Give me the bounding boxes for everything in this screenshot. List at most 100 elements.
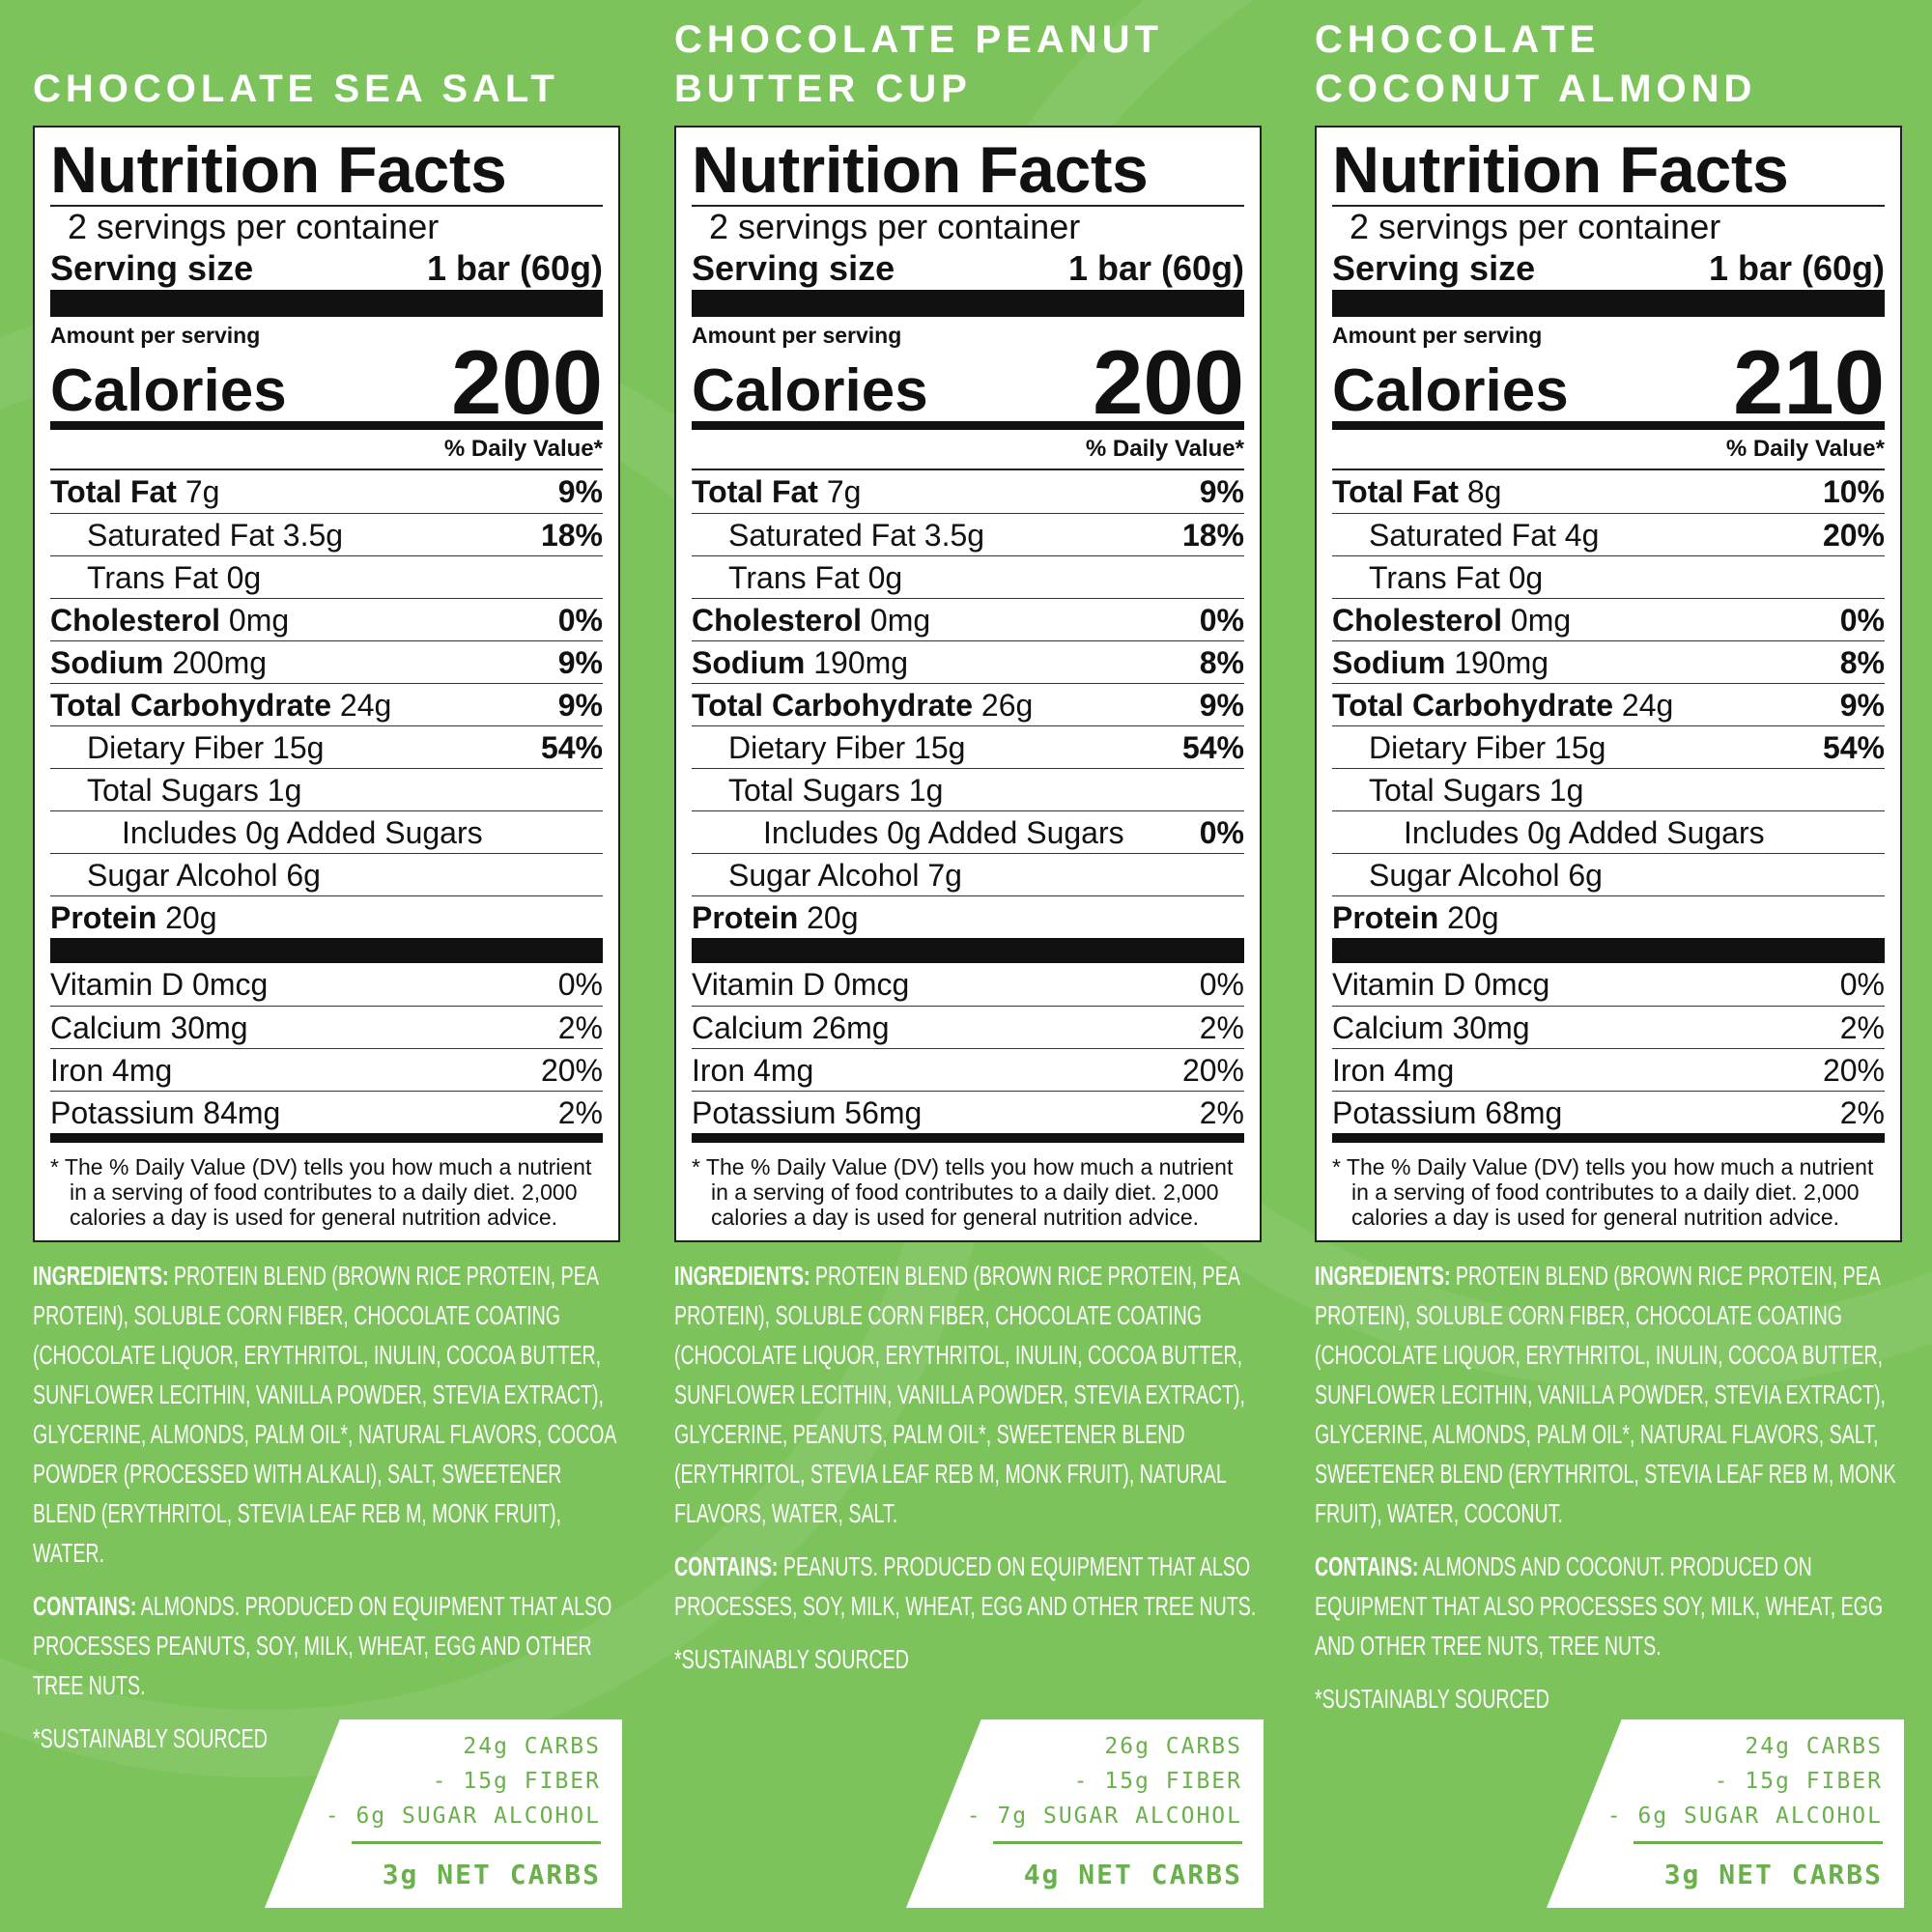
amount-per-serving: Amount per serving [692, 323, 902, 348]
net-carbs-line: - 6g SUGAR ALCOHOL [1606, 1804, 1883, 1829]
nutrient-name: Cholesterol 0mg [50, 599, 289, 640]
amount-per-serving: Amount per serving [50, 323, 261, 348]
vitamin-dv: 2% [1199, 1095, 1244, 1130]
vitamin-dv: 0% [557, 967, 603, 1002]
nutrient-amount: 4g [1564, 518, 1600, 553]
product-column: CHOCOLATE SEA SALT Nutrition Facts 2 servi… [33, 0, 624, 1932]
nutrient-name: Sugar Alcohol 6g [1332, 854, 1603, 895]
contains-label: CONTAINS: [674, 1551, 779, 1581]
nutrient-dv: 9% [557, 474, 603, 509]
thick-rule [50, 290, 603, 317]
nutrient-amount: 15g [914, 730, 966, 765]
nutrient-row: Total Carbohydrate 24g 9% [50, 683, 603, 725]
nutrient-name: Protein 20g [1332, 896, 1499, 938]
product-name: CHOCOLATE COCONUT ALMOND [1315, 0, 1932, 114]
nutrient-row: Saturated Fat 3.5g 18% [50, 513, 603, 555]
nutrient-amount: 200mg [172, 645, 268, 680]
calories: 200 [451, 331, 603, 433]
calories: 210 [1733, 331, 1885, 433]
product-name: CHOCOLATE SEA SALT [33, 0, 709, 114]
amount-per-serving: Amount per serving [1332, 323, 1543, 348]
nutrient-row: Total Carbohydrate 24g 9% [1332, 683, 1885, 725]
net-carbs-box: 24g CARBS - 15g FIBER - 6g SUGAR ALCOHOL 3g… [1547, 1719, 1904, 1908]
nutrient-row: Cholesterol 0mg 0% [1332, 598, 1885, 640]
vitamin-dv: 0% [1199, 967, 1244, 1002]
nutrient-rows: Total Fat 7g 9% Saturated Fat 3.5g 18% Trans… [50, 470, 603, 938]
nutrient-name: Sugar Alcohol 7g [692, 854, 962, 895]
nutrient-amount: 20g [1447, 900, 1499, 935]
nutrient-dv: 18% [1181, 518, 1244, 553]
serving-size: 1 bar (60g) [1708, 248, 1885, 288]
nutrient-row: Saturated Fat 3.5g 18% [692, 513, 1244, 555]
ingredients-text: PROTEIN BLEND (BROWN RICE PROTEIN, PEA P… [33, 1261, 616, 1568]
nutrient-dv: 18% [540, 518, 603, 553]
vitamin-row: Potassium 84mg 2% [50, 1091, 603, 1133]
ingredients-text: PROTEIN BLEND (BROWN RICE PROTEIN, PEA P… [674, 1261, 1246, 1528]
nutrient-amount: 1g [908, 773, 944, 808]
footnote: * The % Daily Value (DV) tells you how m… [50, 1154, 592, 1230]
nutrient-name: Dietary Fiber 15g [692, 726, 965, 768]
nutrient-rows: Total Fat 7g 9% Saturated Fat 3.5g 18% Trans… [692, 470, 1244, 938]
vitamin-dv: 2% [1839, 1010, 1885, 1045]
nutrient-dv: 8% [1839, 645, 1885, 680]
nutrient-name: Sodium 200mg [50, 641, 267, 683]
nutrient-amount: 190mg [1454, 645, 1549, 680]
medium-rule [1332, 1133, 1885, 1143]
nutrient-name: Total Fat 7g [50, 470, 219, 513]
thick-rule [692, 938, 1244, 963]
nutrient-name: Total Carbohydrate 24g [50, 684, 391, 725]
vitamin-row: Vitamin D 0mcg 0% [50, 963, 603, 1006]
nutrient-row: Trans Fat 0g [1332, 555, 1885, 598]
product-name-line: BUTTER CUP [674, 68, 972, 110]
sustainably-sourced: *SUSTAINABLY SOURCED [674, 1644, 909, 1674]
nutrient-label: Dietary Fiber [728, 730, 906, 765]
nutrient-name: Protein 20g [692, 896, 859, 938]
nutrient-dv: 0% [557, 603, 603, 638]
nutrient-row: Protein 20g [50, 895, 603, 938]
nutrient-label: Protein [50, 900, 157, 935]
net-carbs-box: 26g CARBS - 15g FIBER - 7g SUGAR ALCOHOL 4g… [906, 1719, 1264, 1908]
vitamin-row: Calcium 26mg 2% [692, 1006, 1244, 1048]
vitamin-row: Iron 4mg 20% [692, 1048, 1244, 1091]
vitamin-name: Calcium 26mg [692, 1010, 890, 1045]
nutrient-row: Sugar Alcohol 6g [50, 853, 603, 895]
calories-label: Calories [1332, 357, 1569, 424]
nutrient-name: Trans Fat 0g [1332, 556, 1543, 598]
nutrient-label: Total Fat [1332, 474, 1459, 509]
nutrient-name: Dietary Fiber 15g [50, 726, 324, 768]
nutrient-label: Sugar Alcohol [1369, 858, 1560, 893]
nutrient-row: Sugar Alcohol 7g [692, 853, 1244, 895]
vitamin-dv: 2% [557, 1095, 603, 1130]
nutrient-amount: 0g [226, 560, 262, 595]
nutrient-label: Total Carbohydrate [692, 688, 973, 723]
nutrient-amount: 7g [927, 858, 962, 893]
nutrition-panel: Nutrition Facts 2 servings per container S… [674, 126, 1262, 1242]
ingredients-block: INGREDIENTS: PROTEIN BLEND (BROWN RICE P… [1315, 1256, 1906, 1732]
serving-size: 1 bar (60g) [1067, 248, 1244, 288]
nutrient-row: Saturated Fat 4g 20% [1332, 513, 1885, 555]
nutrient-row: Total Fat 7g 9% [692, 470, 1244, 513]
nutrient-name: Total Sugars 1g [50, 769, 301, 810]
nutrient-label: Total Carbohydrate [50, 688, 331, 723]
nutrient-label: Protein [692, 900, 799, 935]
vitamin-dv: 2% [1839, 1095, 1885, 1130]
nutrient-name: Trans Fat 0g [692, 556, 902, 598]
vitamin-row: Calcium 30mg 2% [1332, 1006, 1885, 1048]
nutrient-row: Total Sugars 1g [692, 768, 1244, 810]
contains-text: PEANUTS. PRODUCED ON EQUIPMENT THAT ALSO… [674, 1551, 1257, 1621]
vitamin-dv: 20% [540, 1053, 603, 1088]
vitamin-name: Vitamin D 0mcg [1332, 967, 1550, 1002]
nutrient-name: Protein 20g [50, 896, 217, 938]
net-carbs-line: - 7g SUGAR ALCOHOL [966, 1804, 1242, 1829]
medium-rule [692, 1133, 1244, 1143]
medium-rule [50, 421, 603, 430]
vitamin-row: Iron 4mg 20% [50, 1048, 603, 1091]
vitamin-row: Potassium 56mg 2% [692, 1091, 1244, 1133]
nutrient-name: Total Carbohydrate 24g [1332, 684, 1673, 725]
nutrient-label: Cholesterol [1332, 603, 1503, 638]
nutrient-name: Total Sugars 1g [1332, 769, 1583, 810]
calories-row: Calories 210 [1332, 337, 1885, 428]
calories-label: Calories [692, 357, 928, 424]
nutrient-row: Dietary Fiber 15g 54% [1332, 725, 1885, 768]
sustainably-sourced: *SUSTAINABLY SOURCED [33, 1723, 268, 1753]
